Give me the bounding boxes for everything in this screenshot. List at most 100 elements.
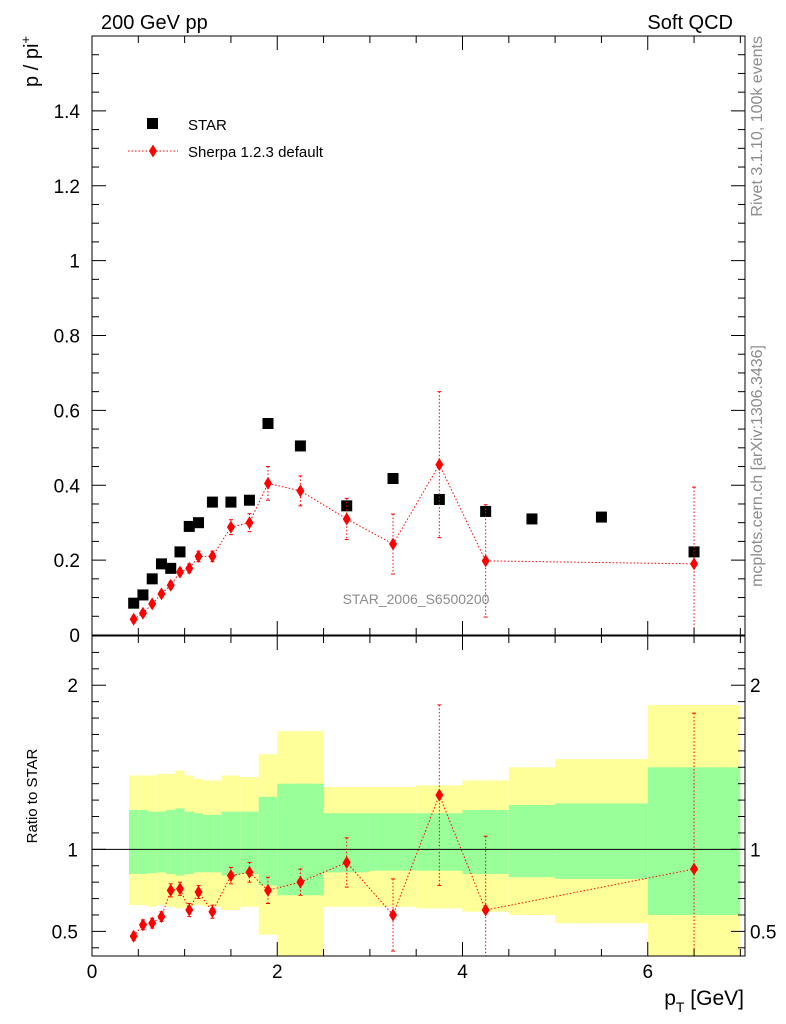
star-point	[225, 496, 237, 508]
inner-uncertainty-band	[555, 803, 648, 879]
ratio-y-tick-label-left: 0.5	[52, 922, 78, 943]
inner-uncertainty-band	[166, 809, 176, 874]
legend: STAR Sherpa 1.2.3 default	[128, 117, 324, 161]
sherpa-point	[435, 458, 444, 472]
ratio-y-tick-label-right: 1	[750, 840, 761, 861]
ratio-y-axis-label: Ratio to STAR	[24, 748, 41, 843]
sherpa-point	[208, 549, 217, 563]
star-point	[433, 493, 445, 505]
x-axis-label: pT [GeV]	[664, 987, 744, 1015]
main-y-tick-labels: 0 0.2 0.4 0.6 0.8 1 1.2 1.4	[54, 102, 81, 647]
inner-uncertainty-band	[193, 813, 204, 873]
sherpa-point	[194, 549, 203, 563]
sherpa-point	[148, 597, 157, 611]
sherpa-point	[129, 612, 138, 626]
inner-uncertainty-band	[175, 808, 185, 876]
star-point	[243, 494, 255, 506]
sherpa-ratio-point	[148, 916, 157, 930]
star-point	[193, 517, 205, 529]
sherpa-point	[245, 516, 254, 530]
inner-uncertainty-band	[508, 805, 556, 878]
star-point	[206, 496, 218, 508]
ratio-axis-ticks	[91, 636, 745, 956]
main-y-tick-label: 1	[69, 252, 80, 273]
sherpa-ratio-point	[208, 905, 217, 919]
legend-sherpa-marker	[149, 144, 157, 158]
mcplots-label: mcplots.cern.ch [arXiv:1306.3436]	[749, 345, 766, 587]
main-y-tick-label: 0	[69, 626, 80, 647]
inner-uncertainty-band	[129, 809, 139, 874]
sherpa-point	[157, 587, 166, 601]
x-tick-label: 6	[642, 962, 653, 983]
inner-uncertainty-band	[156, 811, 167, 873]
inner-uncertainty-band	[369, 813, 417, 871]
main-y-tick-label: 1.2	[54, 177, 80, 198]
star-point	[480, 505, 492, 517]
sherpa-ratio-point	[185, 903, 194, 917]
inner-uncertainty-band	[462, 809, 509, 874]
star-point	[294, 440, 306, 452]
header-left-label: 200 GeV pp	[101, 12, 208, 34]
sherpa-point	[481, 554, 490, 568]
x-tick-label: 2	[272, 962, 283, 983]
sherpa-ratio-point	[166, 883, 175, 897]
star-point	[262, 417, 274, 429]
sherpa-ratio-point	[245, 865, 254, 879]
ratio-panel: 0.5 0.5 1 1 2 2 0 2 4 6 Ratio to STAR pT [GeV]	[24, 635, 777, 1015]
ratio-y-tick-labels: 0.5 0.5 1 1 2 2	[52, 676, 777, 943]
sherpa-ratio-point	[226, 869, 235, 883]
ratio-y-tick-label-left: 1	[67, 840, 78, 861]
main-y-tick-label: 0.4	[54, 476, 81, 497]
inner-uncertainty-band	[221, 811, 241, 876]
sherpa-ratio-point	[389, 908, 398, 922]
ratio-y-tick-label-right: 0.5	[750, 922, 776, 943]
inner-uncertainty-band	[647, 767, 741, 915]
star-point	[155, 558, 167, 570]
ratio-y-tick-label-right: 2	[750, 676, 761, 697]
sherpa-ratio-point	[296, 875, 305, 889]
analysis-watermark: STAR_2006_S6500200	[343, 591, 490, 607]
sherpa-ratio-point	[690, 862, 699, 876]
main-y-tick-label: 1.4	[54, 102, 81, 123]
header-right-label: Soft QCD	[647, 12, 733, 34]
main-series-layer	[128, 391, 700, 635]
sherpa-ratio-point	[435, 788, 444, 802]
ratio-series-layer	[129, 704, 699, 956]
star-point	[526, 513, 538, 525]
sherpa-point	[389, 537, 398, 551]
main-y-tick-label: 0.6	[54, 401, 80, 422]
sherpa-point	[138, 606, 147, 620]
main-y-tick-label: 0.2	[54, 551, 80, 572]
star-point	[183, 520, 195, 532]
sherpa-ratio-point	[175, 882, 184, 896]
rivet-version-label: Rivet 3.1.10, 100k events	[749, 36, 766, 217]
sherpa-ratio-point	[129, 929, 138, 943]
star-point	[688, 546, 700, 558]
ratio-y-tick-label-left: 2	[67, 676, 78, 697]
inner-uncertainty-band	[184, 811, 194, 874]
sherpa-point	[166, 578, 175, 592]
inner-uncertainty-band	[258, 796, 278, 886]
sherpa-point	[296, 484, 305, 498]
main-y-tick-label: 0.8	[54, 327, 80, 348]
sherpa-point	[690, 557, 699, 571]
star-point	[146, 573, 158, 585]
inner-uncertainty-band	[147, 811, 157, 874]
main-panel: STAR_2006_S6500200 00.20.40.60.811.21.4 …	[18, 35, 746, 647]
main-y-axis-label: p / pi+	[18, 36, 43, 87]
star-point	[595, 511, 607, 523]
x-tick-label: 0	[87, 962, 98, 983]
star-point	[174, 546, 186, 558]
star-point	[128, 597, 140, 609]
sherpa-ratio-point	[263, 883, 272, 897]
x-tick-labels: 0 2 4 6	[87, 962, 653, 983]
sherpa-point	[342, 512, 351, 526]
sherpa-ratio-point	[157, 910, 166, 924]
sherpa-ratio-point	[342, 855, 351, 869]
sherpa-point	[185, 561, 194, 575]
x-tick-label: 4	[457, 962, 468, 983]
sherpa-point	[226, 520, 235, 534]
main-axis-ticks	[91, 36, 745, 636]
star-point	[165, 562, 177, 574]
